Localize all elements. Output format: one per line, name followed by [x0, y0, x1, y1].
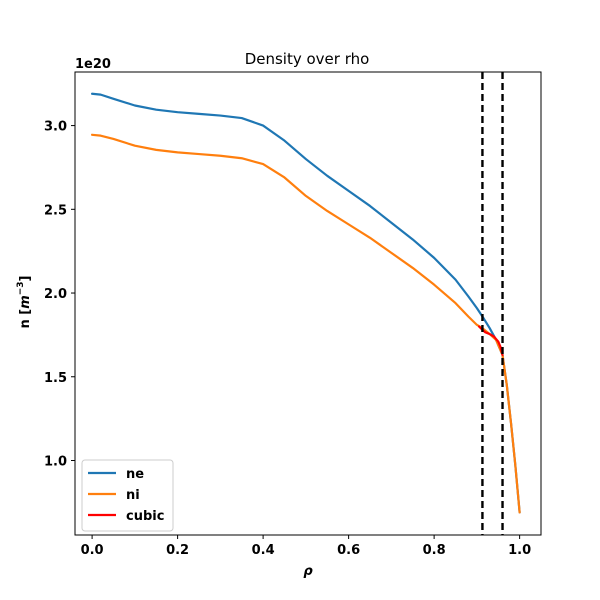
legend: ne ni cubic [81, 459, 174, 532]
axes-frame [74, 71, 542, 536]
legend-label-ne: ne [126, 467, 144, 482]
legend-label-ni: ni [126, 488, 140, 503]
y-offset-label: 1e20 [75, 57, 111, 72]
x-tick-label: 0.2 [166, 543, 189, 558]
x-axis-label: ρ [303, 564, 313, 579]
x-tick-label: 0.8 [423, 543, 446, 558]
y-tick-label: 3.0 [44, 120, 67, 135]
y-axis: 1.0 1.5 2.0 2.5 3.0 [44, 120, 75, 469]
y-axis-label-exponent: −3 [16, 281, 26, 295]
series-line-ni [91, 133, 521, 514]
y-tick-label: 2.5 [44, 203, 67, 218]
y-axis-label-close: ] [18, 275, 33, 281]
y-tick-label: 1.5 [44, 371, 67, 386]
y-axis-label-unit: m [18, 295, 33, 309]
legend-label-cubic: cubic [126, 509, 164, 524]
chart-title: Density over rho [245, 50, 370, 68]
x-tick-label: 1.0 [508, 543, 531, 558]
x-tick-label: 0.4 [252, 543, 275, 558]
y-tick-label: 1.0 [44, 454, 67, 469]
y-axis-label: n [m−3] [16, 275, 33, 328]
legend-box [81, 459, 174, 532]
y-axis-label-main: n [ [18, 309, 33, 329]
x-tick-label: 0.0 [81, 543, 104, 558]
x-tick-label: 0.6 [337, 543, 360, 558]
x-axis: 0.0 0.2 0.4 0.6 0.8 1.0 [81, 535, 531, 558]
y-tick-label: 2.0 [44, 287, 67, 302]
plot-area [74, 71, 542, 536]
